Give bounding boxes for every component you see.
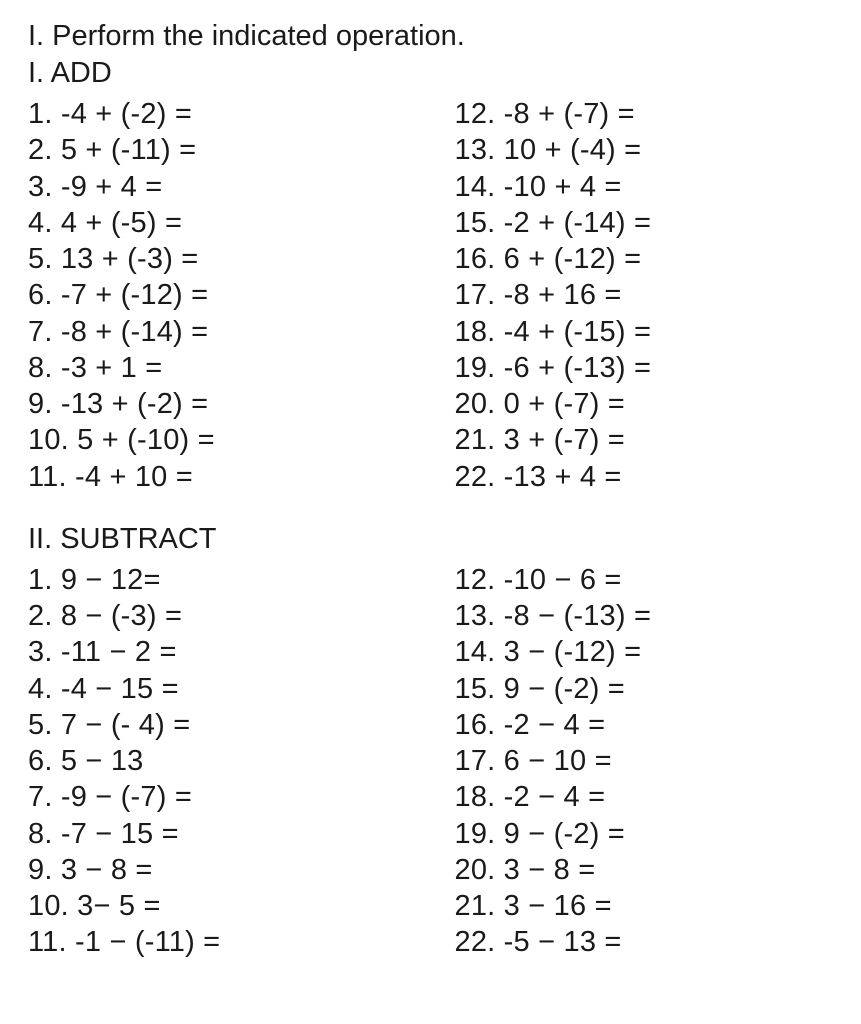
problem-item: 1. -4 + (-2) = [28,96,411,132]
problem-item: 18. -4 + (-15) = [455,314,834,350]
column-left: 1. 9 − 12=2. 8 − (-3) =3. -11 − 2 =4. -4… [28,562,431,961]
problem-item: 12. -8 + (-7) = [455,96,834,132]
problem-item: 1. 9 − 12= [28,562,411,598]
problem-item: 6. 5 − 13 [28,743,411,779]
column-left: 1. -4 + (-2) =2. 5 + (-11) =3. -9 + 4 =4… [28,96,431,495]
problem-item: 22. -5 − 13 = [455,924,834,960]
problem-item: 15. 9 − (-2) = [455,671,834,707]
problem-item: 10. 3− 5 = [28,888,411,924]
section: I. ADD 1. -4 + (-2) =2. 5 + (-11) =3. -9 … [28,57,833,495]
problem-item: 8. -7 − 15 = [28,816,411,852]
problem-item: 17. 6 − 10 = [455,743,834,779]
section-heading: I. ADD [28,57,833,90]
problem-item: 7. -9 − (-7) = [28,779,411,815]
section: II. SUBTRACT 1. 9 − 12=2. 8 − (-3) =3. -1… [28,523,833,961]
problem-item: 20. 3 − 8 = [455,852,834,888]
problem-item: 9. 3 − 8 = [28,852,411,888]
problem-item: 20. 0 + (-7) = [455,386,834,422]
problem-item: 13. 10 + (-4) = [455,132,834,168]
problem-item: 10. 5 + (-10) = [28,422,411,458]
problem-item: 19. -6 + (-13) = [455,350,834,386]
sections-container: I. ADD 1. -4 + (-2) =2. 5 + (-11) =3. -9 … [28,57,833,961]
column-right: 12. -8 + (-7) =13. 10 + (-4) =14. -10 + … [431,96,834,495]
page-title: I. Perform the indicated operation. [28,20,833,53]
problem-item: 4. -4 − 15 = [28,671,411,707]
problem-item: 6. -7 + (-12) = [28,277,411,313]
problem-item: 2. 5 + (-11) = [28,132,411,168]
problem-item: 13. -8 − (-13) = [455,598,834,634]
problem-item: 4. 4 + (-5) = [28,205,411,241]
problem-item: 5. 13 + (-3) = [28,241,411,277]
problem-item: 15. -2 + (-14) = [455,205,834,241]
problem-item: 9. -13 + (-2) = [28,386,411,422]
column-right: 12. -10 − 6 =13. -8 − (-13) =14. 3 − (-1… [431,562,834,961]
problem-item: 22. -13 + 4 = [455,459,834,495]
problem-item: 8. -3 + 1 = [28,350,411,386]
problem-item: 11. -4 + 10 = [28,459,411,495]
problem-item: 17. -8 + 16 = [455,277,834,313]
problem-item: 5. 7 − (- 4) = [28,707,411,743]
columns: 1. -4 + (-2) =2. 5 + (-11) =3. -9 + 4 =4… [28,96,833,495]
problem-item: 12. -10 − 6 = [455,562,834,598]
problem-item: 3. -9 + 4 = [28,169,411,205]
problem-item: 21. 3 + (-7) = [455,422,834,458]
problem-item: 16. 6 + (-12) = [455,241,834,277]
problem-item: 11. -1 − (-11) = [28,924,411,960]
problem-item: 21. 3 − 16 = [455,888,834,924]
section-heading: II. SUBTRACT [28,523,833,556]
problem-item: 7. -8 + (-14) = [28,314,411,350]
problem-item: 3. -11 − 2 = [28,634,411,670]
problem-item: 14. -10 + 4 = [455,169,834,205]
problem-item: 16. -2 − 4 = [455,707,834,743]
columns: 1. 9 − 12=2. 8 − (-3) =3. -11 − 2 =4. -4… [28,562,833,961]
problem-item: 19. 9 − (-2) = [455,816,834,852]
problem-item: 18. -2 − 4 = [455,779,834,815]
problem-item: 14. 3 − (-12) = [455,634,834,670]
problem-item: 2. 8 − (-3) = [28,598,411,634]
